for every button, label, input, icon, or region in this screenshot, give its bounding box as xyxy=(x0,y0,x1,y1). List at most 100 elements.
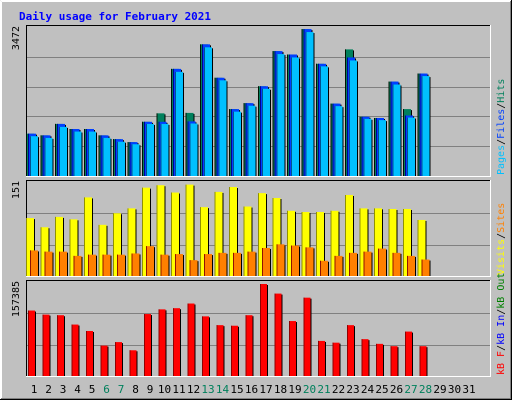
x-tick-label: 10 xyxy=(158,383,171,396)
x-tick-label: 11 xyxy=(172,383,185,396)
x-tick-label: 4 xyxy=(74,383,81,396)
bar-sites xyxy=(204,254,212,276)
legend-item: / xyxy=(496,345,507,351)
x-tick-label: 18 xyxy=(274,383,287,396)
bar-sites xyxy=(349,252,357,276)
bar-sites xyxy=(291,245,299,276)
bar-sites xyxy=(247,251,256,276)
bar-kbytes xyxy=(361,339,369,376)
legend-item: Sites xyxy=(496,203,507,233)
bar-kbytes xyxy=(405,331,412,376)
bar-kbytes xyxy=(245,315,253,376)
x-tick-label: 1 xyxy=(31,383,38,396)
bar-sites xyxy=(392,252,401,276)
bar-kbytes xyxy=(332,342,340,376)
x-tick-label: 16 xyxy=(245,383,258,396)
legend-item: Visits xyxy=(496,239,507,275)
x-tick-label: 27 xyxy=(404,383,417,396)
bar-pages xyxy=(305,32,314,176)
bar-sites xyxy=(189,260,198,276)
x-tick-label: 31 xyxy=(462,383,475,396)
bar-kbytes xyxy=(318,340,325,376)
x-tick-label: 19 xyxy=(288,383,301,396)
x-axis-labels: 1 2 3 4 5 6 7 8 9 10 11 12 13 14 15 16 17 18 19 20 21 22 23 24 2… xyxy=(31,383,476,396)
bar-sites xyxy=(218,252,227,276)
bar-kbytes xyxy=(260,284,267,376)
bar-visits xyxy=(359,208,368,276)
x-tick-label: 8 xyxy=(132,383,139,396)
x-tick-label: 24 xyxy=(361,383,375,396)
bar-pages xyxy=(247,105,256,176)
bar-visits xyxy=(214,191,223,276)
bar-pages xyxy=(233,111,241,176)
bar-sites xyxy=(44,251,53,276)
legend-item: Files xyxy=(496,109,507,139)
bar-kbytes xyxy=(376,343,383,376)
bar-kbytes xyxy=(71,324,79,376)
chart-title: Daily usage for February 2021 xyxy=(19,10,211,23)
bar-sites xyxy=(88,254,96,276)
bar-sites xyxy=(73,255,82,276)
bar-sites xyxy=(30,250,38,276)
bar-kbytes xyxy=(115,342,122,376)
panel-kbytes-ymax-label: 157385 xyxy=(11,281,22,317)
bar-pages xyxy=(131,144,140,176)
bar-pages xyxy=(189,123,198,176)
bar-kbytes xyxy=(303,297,311,376)
bar-kbytes xyxy=(231,325,238,376)
x-tick-label: 21 xyxy=(317,383,330,396)
bar-pages xyxy=(334,106,343,176)
bar-visits xyxy=(142,187,150,276)
x-tick-label: 12 xyxy=(187,383,200,396)
bar-sites xyxy=(334,255,343,276)
bar-pages xyxy=(146,123,154,176)
bar-visits xyxy=(272,198,281,276)
bar-pages xyxy=(102,137,111,176)
bar-visits xyxy=(287,210,295,276)
x-tick-label: 26 xyxy=(390,383,403,396)
bar-sites xyxy=(175,254,183,276)
bar-sites xyxy=(363,251,372,276)
bar-pages xyxy=(349,60,357,176)
bar-visits xyxy=(69,219,78,276)
legend-item: / xyxy=(496,139,507,145)
bar-visits xyxy=(98,224,107,276)
bar-pages xyxy=(218,80,227,176)
bar-visits xyxy=(171,192,179,276)
bar-kbytes xyxy=(202,316,209,376)
x-tick-label: 9 xyxy=(147,383,154,396)
bar-visits xyxy=(243,206,252,276)
bar-kbytes xyxy=(289,321,296,376)
bar-pages xyxy=(88,131,96,176)
legend-item: kB Out xyxy=(496,273,507,309)
bar-kbytes xyxy=(187,303,195,376)
x-tick-label: 14 xyxy=(216,383,230,396)
x-tick-label: 25 xyxy=(375,383,388,396)
bar-pages xyxy=(117,141,125,176)
legend-item: kB F xyxy=(496,351,507,375)
panel-kbytes-legend: kB F/kB In/kB Out xyxy=(496,273,507,375)
bar-visits xyxy=(330,210,339,276)
bar-pages xyxy=(160,123,169,176)
bar-pages xyxy=(30,136,38,176)
panel-visits: 151 Visits/Sites xyxy=(11,180,507,277)
bar-kbytes xyxy=(86,330,93,376)
bar-visits xyxy=(55,216,63,276)
x-tick-label: 3 xyxy=(60,383,67,396)
bar-pages xyxy=(262,88,270,176)
bar-visits xyxy=(229,187,237,276)
bar-visits xyxy=(185,184,194,276)
bar-sites xyxy=(421,259,430,276)
bar-kbytes xyxy=(144,314,151,376)
bar-visits xyxy=(26,218,34,276)
x-tick-label: 6 xyxy=(103,383,110,396)
x-tick-label: 29 xyxy=(433,383,446,396)
x-tick-label: 5 xyxy=(89,383,96,396)
legend-item: Hits xyxy=(496,79,507,103)
bar-visits xyxy=(388,208,397,276)
panel-hits-ymax-label: 3472 xyxy=(11,26,22,50)
bar-pages xyxy=(392,84,401,176)
bar-kbytes xyxy=(42,314,50,376)
